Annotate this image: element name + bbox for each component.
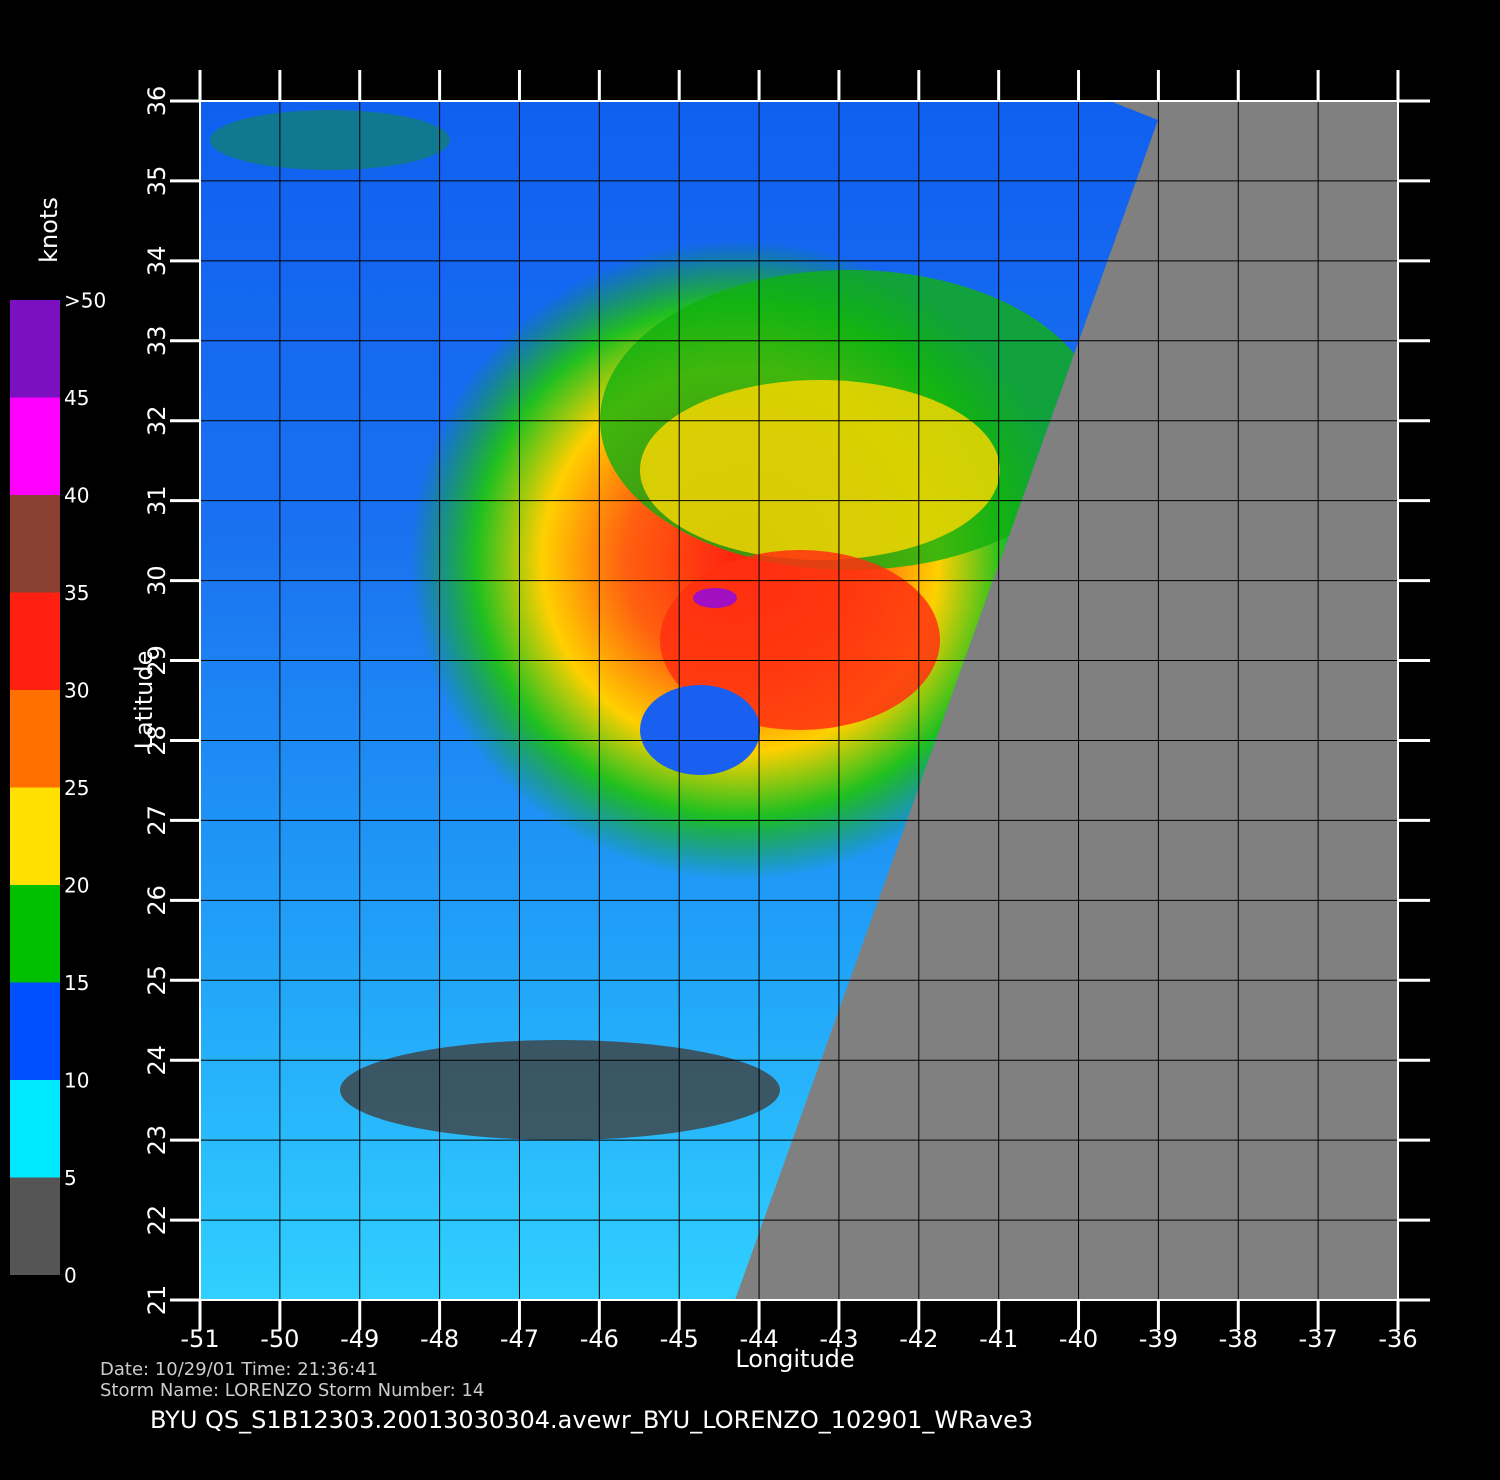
x-tick-label: -45 [660, 1325, 699, 1353]
colorbar-label: 40 [64, 484, 89, 508]
y-tick-label: 24 [143, 1045, 171, 1076]
y-tick-label: 29 [143, 645, 171, 676]
colorbar-segment [10, 1177, 60, 1275]
storm-line: Storm Name: LORENZO Storm Number: 14 [100, 1380, 484, 1401]
x-tick-label: -43 [819, 1325, 858, 1353]
y-tick-label: 26 [143, 885, 171, 916]
colorbar-segment [10, 397, 60, 495]
x-tick-label: -46 [580, 1325, 619, 1353]
colorbar-segment [10, 495, 60, 593]
colorbar-title: knots [35, 197, 63, 263]
y-tick-label: 21 [143, 1285, 171, 1316]
colorbar-segment [10, 787, 60, 885]
y-tick-label: 36 [143, 86, 171, 117]
y-tick-label: 31 [143, 485, 171, 516]
x-tick-label: -41 [979, 1325, 1018, 1353]
date-line: Date: 10/29/01 Time: 21:36:41 [100, 1359, 378, 1380]
colorbar-label: 0 [64, 1264, 77, 1288]
colorbar-label: >50 [64, 289, 106, 313]
x-tick-label: -48 [420, 1325, 459, 1353]
colorbar-label: 35 [64, 581, 89, 605]
x-tick-label: -51 [180, 1325, 219, 1353]
colorbar-segment [10, 982, 60, 1080]
file-line: BYU QS_S1B12303.20013030304.avewr_BYU_LO… [150, 1406, 1033, 1434]
colorbar-label: 10 [64, 1069, 89, 1093]
x-tick-label: -39 [1139, 1325, 1178, 1353]
colorbar-label: 5 [64, 1166, 77, 1190]
colorbar-segment [10, 690, 60, 788]
x-tick-label: -50 [260, 1325, 299, 1353]
y-tick-label: 27 [143, 805, 171, 836]
x-tick-label: -47 [500, 1325, 539, 1353]
colorbar-label: 45 [64, 386, 89, 410]
y-tick-label: 33 [143, 326, 171, 357]
colorbar-segment [10, 885, 60, 983]
colorbar-label: 25 [64, 776, 89, 800]
y-tick-label: 30 [143, 565, 171, 596]
colorbar-label: 30 [64, 679, 89, 703]
y-tick-label: 23 [143, 1125, 171, 1156]
colorbar-segment [10, 1080, 60, 1178]
x-tick-label: -37 [1299, 1325, 1338, 1353]
x-tick-label: -42 [899, 1325, 938, 1353]
x-tick-label: -40 [1059, 1325, 1098, 1353]
y-tick-label: 34 [143, 246, 171, 277]
y-tick-label: 32 [143, 405, 171, 436]
x-tick-label: -38 [1219, 1325, 1258, 1353]
x-axis-label: Longitude [735, 1345, 854, 1373]
x-tick-label: -36 [1378, 1325, 1417, 1353]
x-tick-label: -44 [739, 1325, 778, 1353]
y-axis-label: Latitude [130, 651, 158, 750]
colorbar-segment [10, 592, 60, 690]
y-tick-label: 25 [143, 965, 171, 996]
y-tick-label: 22 [143, 1205, 171, 1236]
x-tick-label: -49 [340, 1325, 379, 1353]
y-tick-label: 28 [143, 725, 171, 756]
colorbar-segment [10, 300, 60, 398]
plot-frame [199, 100, 1399, 1301]
colorbar-label: 15 [64, 971, 89, 995]
colorbar-label: 20 [64, 874, 89, 898]
y-tick-label: 35 [143, 166, 171, 197]
